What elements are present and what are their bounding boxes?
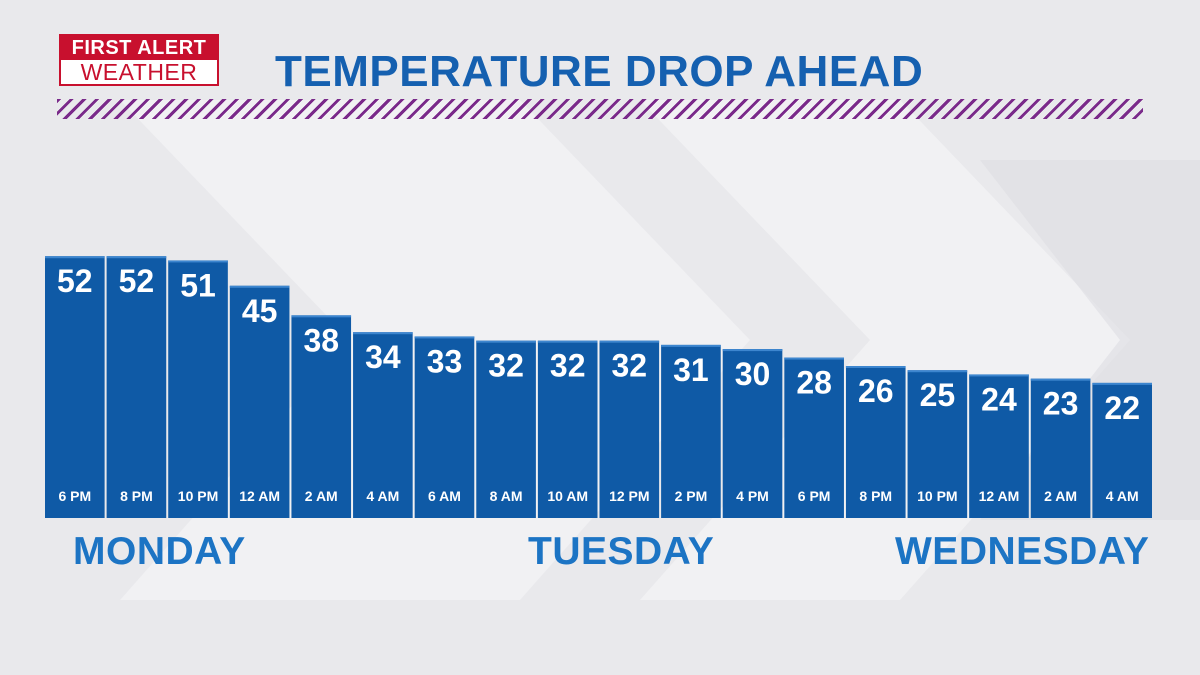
bar-time-label: 12 AM [239,488,280,504]
bar-value-label: 38 [303,322,339,358]
bar-top-highlight [291,315,352,318]
bar-value-label: 22 [1104,390,1140,426]
temperature-bar [907,370,968,518]
temperature-bar [722,349,783,518]
bar-time-label: 6 AM [428,488,461,504]
title-underline-stripe [57,99,1143,119]
bar-top-highlight [1030,378,1091,381]
logo-line-2: WEATHER [80,59,198,85]
bar-top-highlight [229,285,290,288]
bar-time-label: 4 AM [366,488,399,504]
bar-value-label: 28 [796,365,832,401]
bar-top-highlight [845,366,906,368]
first-alert-weather-logo: FIRST ALERT WEATHER [59,34,219,86]
bar-value-label: 32 [488,348,524,384]
bar-top-highlight [599,340,660,343]
temperature-bar [1030,378,1091,518]
bar-time-label: 6 PM [58,488,91,504]
bar-time-label: 4 PM [736,488,769,504]
temperature-bar [476,340,536,518]
bar-value-label: 34 [365,339,401,375]
bar-time-label: 12 AM [979,488,1020,504]
bar-value-label: 52 [57,263,93,299]
bar-value-label: 24 [981,381,1017,417]
bar-top-highlight [476,340,536,343]
bar-value-label: 25 [920,377,956,413]
bar-time-label: 12 PM [609,488,649,504]
temperature-bar [353,332,413,518]
bar-top-highlight [969,374,1029,377]
temperature-bar [414,336,475,518]
bar-value-label: 33 [427,343,463,379]
temperature-bar [229,285,290,518]
bar-top-highlight [722,349,783,352]
bar-time-label: 8 PM [859,488,892,504]
temperature-bar [599,340,660,518]
bar-top-highlight [784,357,844,360]
bar-time-label: 6 PM [798,488,831,504]
bar-time-label: 2 AM [1044,488,1077,504]
bar-value-label: 51 [180,267,216,303]
bar-time-label: 10 AM [547,488,588,504]
bar-top-highlight [537,340,598,343]
temperature-bar [1092,382,1152,518]
bar-value-label: 52 [119,263,155,299]
bar-value-label: 32 [550,348,586,384]
bar-top-highlight [45,256,105,259]
bar-top-highlight [661,344,721,347]
temperature-bar [168,260,228,518]
day-label-wednesday: WEDNESDAY [895,530,1150,573]
bar-time-label: 8 AM [490,488,523,504]
bar-top-highlight [106,256,167,259]
bar-top-highlight [1092,382,1152,385]
bar-top-highlight [353,332,413,335]
temperature-bar [784,357,844,518]
day-label-monday: MONDAY [73,530,246,573]
bar-value-label: 45 [242,293,278,329]
bar-time-label: 4 AM [1106,488,1139,504]
temperature-bar [45,256,105,518]
bar-value-label: 32 [612,348,648,384]
chart-title: TEMPERATURE DROP AHEAD [275,47,924,96]
temperature-bar [106,256,167,518]
bar-top-highlight [414,336,475,339]
temperature-bar [291,315,352,518]
bar-value-label: 23 [1043,386,1079,422]
temperature-bar [661,344,721,518]
temperature-bar [537,340,598,518]
bar-value-label: 26 [858,373,894,409]
temperature-bar [845,366,906,518]
bar-value-label: 31 [673,352,709,388]
bar-top-highlight [168,260,228,263]
logo-line-1: FIRST ALERT [61,36,217,60]
day-label-tuesday: TUESDAY [528,530,715,573]
temperature-bar [969,374,1029,518]
bar-time-label: 8 PM [120,488,153,504]
bar-time-label: 2 PM [675,488,708,504]
bar-value-label: 30 [735,356,771,392]
bar-top-highlight [907,370,968,373]
bar-time-label: 10 PM [178,488,218,504]
bar-time-label: 2 AM [305,488,338,504]
bar-time-label: 10 PM [917,488,957,504]
